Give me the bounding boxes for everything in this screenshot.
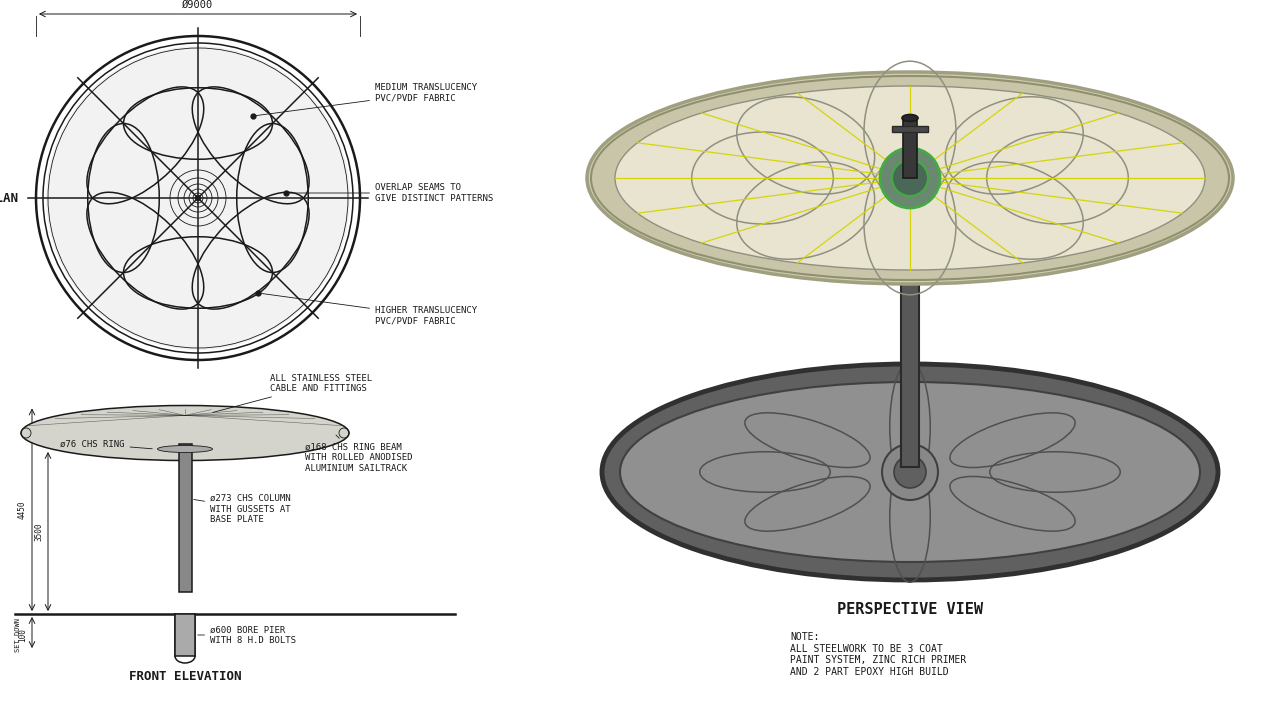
- Circle shape: [893, 456, 925, 488]
- Text: SET DOWN: SET DOWN: [15, 618, 20, 652]
- Text: MEDIUM TRANSLUCENCY
PVC/PVDF FABRIC: MEDIUM TRANSLUCENCY PVC/PVDF FABRIC: [256, 83, 477, 116]
- Text: ALL STAINLESS STEEL
CABLE AND FITTINGS: ALL STAINLESS STEEL CABLE AND FITTINGS: [212, 374, 372, 413]
- Ellipse shape: [620, 382, 1201, 562]
- Text: PERSPECTIVE VIEW: PERSPECTIVE VIEW: [837, 602, 983, 617]
- Ellipse shape: [591, 76, 1229, 280]
- Text: ø168 CHS RING BEAM
WITH ROLLED ANODISED
ALUMINIUM SAILTRACK: ø168 CHS RING BEAM WITH ROLLED ANODISED …: [305, 435, 412, 473]
- Circle shape: [892, 160, 928, 196]
- Ellipse shape: [902, 114, 918, 122]
- Text: ø600 BORE PIER
WITH 8 H.D BOLTS: ø600 BORE PIER WITH 8 H.D BOLTS: [198, 626, 296, 645]
- Bar: [892, 126, 928, 132]
- Text: FRONT ELEVATION: FRONT ELEVATION: [129, 670, 241, 683]
- Ellipse shape: [157, 446, 212, 452]
- Circle shape: [195, 195, 201, 201]
- Text: 3500: 3500: [35, 522, 44, 541]
- Ellipse shape: [602, 364, 1219, 580]
- Bar: [901, 183, 919, 467]
- Text: 4450: 4450: [18, 500, 27, 519]
- Text: ø273 CHS COLUMN
WITH GUSSETS AT
BASE PLATE: ø273 CHS COLUMN WITH GUSSETS AT BASE PLA…: [193, 494, 291, 524]
- Text: OVERLAP SEAMS TO
GIVE DISTINCT PATTERNS: OVERLAP SEAMS TO GIVE DISTINCT PATTERNS: [289, 183, 493, 203]
- Circle shape: [881, 148, 940, 208]
- Text: HIGHER TRANSLUCENCY
PVC/PVDF FABRIC: HIGHER TRANSLUCENCY PVC/PVDF FABRIC: [261, 293, 477, 326]
- Ellipse shape: [588, 72, 1233, 284]
- Bar: [175, 614, 195, 656]
- Bar: [902, 118, 916, 178]
- Circle shape: [882, 444, 938, 500]
- Text: 495: 495: [51, 429, 65, 437]
- Text: Ø9000: Ø9000: [182, 0, 214, 10]
- Ellipse shape: [614, 86, 1204, 270]
- Text: ø76 CHS RING: ø76 CHS RING: [60, 439, 152, 449]
- Circle shape: [46, 46, 349, 350]
- Bar: [179, 444, 192, 592]
- Ellipse shape: [20, 406, 349, 460]
- Text: PLAN: PLAN: [0, 191, 18, 204]
- Text: 100: 100: [18, 628, 27, 642]
- Text: NOTE:
ALL STEELWORK TO BE 3 COAT
PAINT SYSTEM, ZINC RICH PRIMER
AND 2 PART EPOXY: NOTE: ALL STEELWORK TO BE 3 COAT PAINT S…: [790, 632, 966, 677]
